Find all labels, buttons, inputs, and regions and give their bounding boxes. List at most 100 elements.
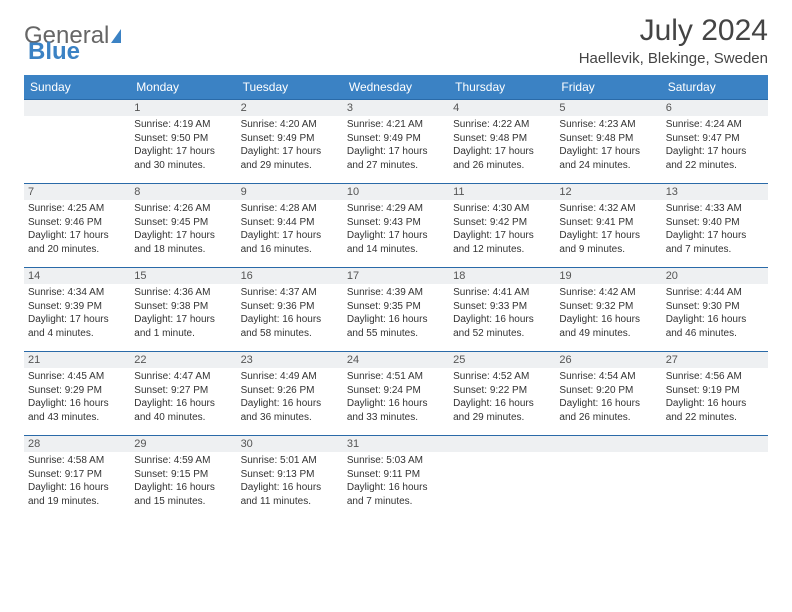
day-number: 15 — [130, 268, 236, 284]
day-details: Sunrise: 4:56 AMSunset: 9:19 PMDaylight:… — [662, 368, 768, 428]
daylight-line: Daylight: 16 hours and 19 minutes. — [28, 481, 126, 508]
day-details: Sunrise: 4:28 AMSunset: 9:44 PMDaylight:… — [237, 200, 343, 260]
weekday-header: Monday — [130, 75, 236, 100]
calendar-day-cell: 20Sunrise: 4:44 AMSunset: 9:30 PMDayligh… — [662, 268, 768, 352]
day-number: 13 — [662, 184, 768, 200]
day-number: 19 — [555, 268, 661, 284]
calendar-day-cell: 16Sunrise: 4:37 AMSunset: 9:36 PMDayligh… — [237, 268, 343, 352]
calendar-day-cell: 8Sunrise: 4:26 AMSunset: 9:45 PMDaylight… — [130, 184, 236, 268]
weekday-header: Thursday — [449, 75, 555, 100]
day-details: Sunrise: 4:36 AMSunset: 9:38 PMDaylight:… — [130, 284, 236, 344]
daylight-line: Daylight: 17 hours and 12 minutes. — [453, 229, 551, 256]
daylight-line: Daylight: 17 hours and 24 minutes. — [559, 145, 657, 172]
calendar-body: 1Sunrise: 4:19 AMSunset: 9:50 PMDaylight… — [24, 100, 768, 520]
day-number: 26 — [555, 352, 661, 368]
day-details: Sunrise: 4:44 AMSunset: 9:30 PMDaylight:… — [662, 284, 768, 344]
sunrise-line: Sunrise: 4:45 AM — [28, 370, 126, 384]
weekday-header: Wednesday — [343, 75, 449, 100]
sunrise-line: Sunrise: 4:51 AM — [347, 370, 445, 384]
calendar-day-cell: 30Sunrise: 5:01 AMSunset: 9:13 PMDayligh… — [237, 436, 343, 520]
sunset-line: Sunset: 9:20 PM — [559, 384, 657, 398]
calendar-empty-cell — [24, 100, 130, 184]
sunrise-line: Sunrise: 4:25 AM — [28, 202, 126, 216]
sunset-line: Sunset: 9:50 PM — [134, 132, 232, 146]
calendar-day-cell: 5Sunrise: 4:23 AMSunset: 9:48 PMDaylight… — [555, 100, 661, 184]
calendar-day-cell: 15Sunrise: 4:36 AMSunset: 9:38 PMDayligh… — [130, 268, 236, 352]
sunset-line: Sunset: 9:42 PM — [453, 216, 551, 230]
day-number: 17 — [343, 268, 449, 284]
calendar-week-row: 21Sunrise: 4:45 AMSunset: 9:29 PMDayligh… — [24, 352, 768, 436]
calendar-day-cell: 9Sunrise: 4:28 AMSunset: 9:44 PMDaylight… — [237, 184, 343, 268]
calendar-day-cell: 25Sunrise: 4:52 AMSunset: 9:22 PMDayligh… — [449, 352, 555, 436]
day-number: 4 — [449, 100, 555, 116]
day-details: Sunrise: 4:47 AMSunset: 9:27 PMDaylight:… — [130, 368, 236, 428]
sunrise-line: Sunrise: 4:22 AM — [453, 118, 551, 132]
weekday-header: Sunday — [24, 75, 130, 100]
sunrise-line: Sunrise: 4:41 AM — [453, 286, 551, 300]
day-details: Sunrise: 4:23 AMSunset: 9:48 PMDaylight:… — [555, 116, 661, 176]
sunset-line: Sunset: 9:38 PM — [134, 300, 232, 314]
daylight-line: Daylight: 16 hours and 58 minutes. — [241, 313, 339, 340]
day-details: Sunrise: 4:24 AMSunset: 9:47 PMDaylight:… — [662, 116, 768, 176]
daylight-line: Daylight: 17 hours and 7 minutes. — [666, 229, 764, 256]
day-details: Sunrise: 4:49 AMSunset: 9:26 PMDaylight:… — [237, 368, 343, 428]
sunset-line: Sunset: 9:32 PM — [559, 300, 657, 314]
day-number: 30 — [237, 436, 343, 452]
calendar-day-cell: 12Sunrise: 4:32 AMSunset: 9:41 PMDayligh… — [555, 184, 661, 268]
daylight-line: Daylight: 17 hours and 29 minutes. — [241, 145, 339, 172]
calendar-day-cell: 10Sunrise: 4:29 AMSunset: 9:43 PMDayligh… — [343, 184, 449, 268]
sunrise-line: Sunrise: 4:42 AM — [559, 286, 657, 300]
calendar-day-cell: 13Sunrise: 4:33 AMSunset: 9:40 PMDayligh… — [662, 184, 768, 268]
sunrise-line: Sunrise: 4:32 AM — [559, 202, 657, 216]
sunrise-line: Sunrise: 4:52 AM — [453, 370, 551, 384]
sunrise-line: Sunrise: 4:28 AM — [241, 202, 339, 216]
sunset-line: Sunset: 9:27 PM — [134, 384, 232, 398]
daylight-line: Daylight: 17 hours and 16 minutes. — [241, 229, 339, 256]
sunrise-line: Sunrise: 4:23 AM — [559, 118, 657, 132]
daylight-line: Daylight: 16 hours and 46 minutes. — [666, 313, 764, 340]
daylight-line: Daylight: 16 hours and 33 minutes. — [347, 397, 445, 424]
sunset-line: Sunset: 9:46 PM — [28, 216, 126, 230]
calendar-day-cell: 7Sunrise: 4:25 AMSunset: 9:46 PMDaylight… — [24, 184, 130, 268]
day-number: 5 — [555, 100, 661, 116]
sunset-line: Sunset: 9:17 PM — [28, 468, 126, 482]
day-details: Sunrise: 4:22 AMSunset: 9:48 PMDaylight:… — [449, 116, 555, 176]
daylight-line: Daylight: 17 hours and 1 minute. — [134, 313, 232, 340]
calendar-day-cell: 24Sunrise: 4:51 AMSunset: 9:24 PMDayligh… — [343, 352, 449, 436]
day-details: Sunrise: 4:58 AMSunset: 9:17 PMDaylight:… — [24, 452, 130, 512]
calendar-week-row: 7Sunrise: 4:25 AMSunset: 9:46 PMDaylight… — [24, 184, 768, 268]
sunset-line: Sunset: 9:26 PM — [241, 384, 339, 398]
sunrise-line: Sunrise: 5:03 AM — [347, 454, 445, 468]
sunset-line: Sunset: 9:19 PM — [666, 384, 764, 398]
day-details: Sunrise: 4:32 AMSunset: 9:41 PMDaylight:… — [555, 200, 661, 260]
day-number: 25 — [449, 352, 555, 368]
sunset-line: Sunset: 9:41 PM — [559, 216, 657, 230]
day-details: Sunrise: 4:52 AMSunset: 9:22 PMDaylight:… — [449, 368, 555, 428]
day-details: Sunrise: 4:25 AMSunset: 9:46 PMDaylight:… — [24, 200, 130, 260]
day-number: 9 — [237, 184, 343, 200]
calendar-week-row: 14Sunrise: 4:34 AMSunset: 9:39 PMDayligh… — [24, 268, 768, 352]
day-number: 6 — [662, 100, 768, 116]
sunrise-line: Sunrise: 4:29 AM — [347, 202, 445, 216]
sunrise-line: Sunrise: 4:56 AM — [666, 370, 764, 384]
sunrise-line: Sunrise: 4:49 AM — [241, 370, 339, 384]
day-details: Sunrise: 4:29 AMSunset: 9:43 PMDaylight:… — [343, 200, 449, 260]
calendar-day-cell: 21Sunrise: 4:45 AMSunset: 9:29 PMDayligh… — [24, 352, 130, 436]
day-number: 3 — [343, 100, 449, 116]
daylight-line: Daylight: 17 hours and 30 minutes. — [134, 145, 232, 172]
weekday-header: Saturday — [662, 75, 768, 100]
sunset-line: Sunset: 9:24 PM — [347, 384, 445, 398]
daylight-line: Daylight: 16 hours and 11 minutes. — [241, 481, 339, 508]
daylight-line: Daylight: 17 hours and 4 minutes. — [28, 313, 126, 340]
day-details: Sunrise: 5:03 AMSunset: 9:11 PMDaylight:… — [343, 452, 449, 512]
sunset-line: Sunset: 9:48 PM — [453, 132, 551, 146]
daylight-line: Daylight: 16 hours and 7 minutes. — [347, 481, 445, 508]
sunset-line: Sunset: 9:45 PM — [134, 216, 232, 230]
sunrise-line: Sunrise: 4:39 AM — [347, 286, 445, 300]
day-number: 29 — [130, 436, 236, 452]
daylight-line: Daylight: 16 hours and 49 minutes. — [559, 313, 657, 340]
daylight-line: Daylight: 17 hours and 27 minutes. — [347, 145, 445, 172]
calendar-day-cell: 4Sunrise: 4:22 AMSunset: 9:48 PMDaylight… — [449, 100, 555, 184]
sunrise-line: Sunrise: 4:19 AM — [134, 118, 232, 132]
calendar-day-cell: 14Sunrise: 4:34 AMSunset: 9:39 PMDayligh… — [24, 268, 130, 352]
